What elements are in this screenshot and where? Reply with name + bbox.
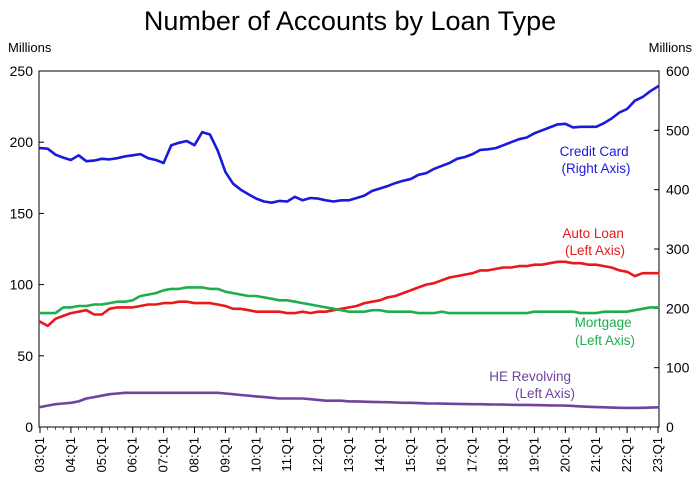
- right-tick-label: 500: [666, 122, 690, 138]
- x-axis: 03:Q1 04:Q1 05:Q1 06:Q1 07:Q1 08:Q1 09:Q1 10:Q1…: [32, 427, 665, 472]
- left-tick-label: 100: [10, 277, 34, 293]
- x-tick-label: 15:Q1: [403, 437, 418, 472]
- x-tick-label: 19:Q1: [526, 437, 541, 472]
- left-tick-label: 200: [10, 134, 34, 150]
- left-axis: 0 50 100 150 200 250: [10, 63, 44, 435]
- x-tick-label: 03:Q1: [32, 437, 47, 472]
- x-tick-label: 07:Q1: [156, 437, 171, 472]
- x-tick-label: 04:Q1: [63, 437, 78, 472]
- right-axis-unit-label: Millions: [649, 40, 693, 55]
- x-tick-label: 18:Q1: [496, 437, 511, 472]
- right-tick-label: 100: [666, 360, 690, 376]
- x-tick-label: 05:Q1: [94, 437, 109, 472]
- x-tick-label: 14:Q1: [372, 437, 387, 472]
- right-axis: 0 100 200 300 400 500 600: [654, 63, 690, 435]
- auto-loan-annotation: Auto Loan (Left Axis): [562, 226, 627, 258]
- right-tick-label: 400: [666, 182, 690, 198]
- x-tick-label: 20:Q1: [557, 437, 572, 472]
- x-tick-label: 22:Q1: [619, 437, 634, 472]
- left-tick-label: 50: [17, 348, 33, 364]
- series-lines: [38, 85, 660, 410]
- x-tick-label: 10:Q1: [248, 437, 263, 472]
- x-tick-label: 23:Q1: [650, 437, 665, 472]
- left-tick-label: 0: [25, 419, 33, 435]
- x-tick-label: 08:Q1: [187, 437, 202, 472]
- x-tick-label: 13:Q1: [341, 437, 356, 472]
- x-tick-label: 11:Q1: [279, 437, 294, 471]
- mortgage-line: [38, 286, 660, 315]
- x-tick-label: 16:Q1: [434, 437, 449, 472]
- x-tick-label: 17:Q1: [465, 437, 480, 472]
- right-tick-label: 0: [666, 419, 674, 435]
- x-tick-label: 06:Q1: [125, 437, 140, 472]
- credit-card-line: [38, 85, 660, 204]
- he-revolving-line: [38, 391, 660, 410]
- credit-card-annotation: Credit Card (Right Axis): [560, 144, 633, 176]
- right-tick-label: 200: [666, 300, 690, 316]
- x-tick-label: 12:Q1: [310, 437, 325, 472]
- mortgage-annotation: Mortgage (Left Axis): [575, 315, 636, 348]
- x-tick-label: 21:Q1: [588, 437, 603, 472]
- left-tick-label: 250: [10, 63, 34, 79]
- he-revolving-annotation: HE Revolving (Left Axis): [489, 369, 575, 401]
- left-tick-label: 150: [10, 205, 34, 221]
- chart-title: Number of Accounts by Loan Type: [144, 6, 556, 36]
- right-tick-label: 300: [666, 241, 690, 257]
- right-tick-label: 600: [666, 63, 690, 79]
- left-axis-unit-label: Millions: [8, 40, 52, 55]
- auto-loan-line: [38, 260, 660, 328]
- x-tick-label: 09:Q1: [217, 437, 232, 472]
